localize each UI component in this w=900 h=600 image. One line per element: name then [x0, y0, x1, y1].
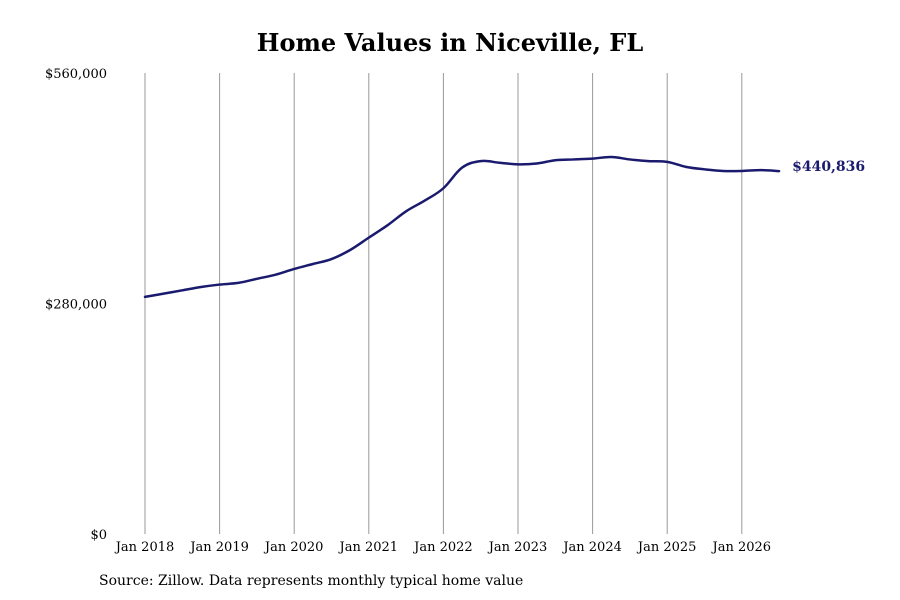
y-tick-label: $560,000	[45, 67, 107, 82]
y-tick-label: $280,000	[45, 298, 107, 313]
x-axis: Jan 2018 Jan 2019 Jan 2020 Jan 2021 Jan 2022…	[114, 540, 771, 555]
x-tick-label: Jan 2020	[263, 540, 324, 555]
series-layer	[143, 155, 781, 299]
source-note: Source: Zillow. Data represents monthly …	[99, 573, 524, 589]
x-tick-label: Jan 2023	[487, 540, 548, 555]
end-value-label: $440,836	[792, 159, 865, 175]
gridlines	[144, 73, 743, 534]
x-tick-label: Jan 2019	[188, 540, 249, 555]
x-tick-label: Jan 2022	[412, 540, 473, 555]
x-tick-label: Jan 2024	[561, 540, 622, 555]
x-tick-label: Jan 2025	[636, 540, 697, 555]
x-tick-label: Jan 2026	[711, 540, 772, 555]
x-tick-label: Jan 2021	[338, 540, 399, 555]
x-tick-label: Jan 2018	[114, 540, 175, 555]
series-line-home-value	[143, 155, 781, 299]
y-tick-label: $0	[90, 528, 107, 543]
end-label-layer: $440,836	[792, 159, 865, 175]
chart-title: Home Values in Niceville, FL	[256, 28, 644, 57]
y-axis: $0 $280,000 $560,000	[45, 67, 107, 543]
